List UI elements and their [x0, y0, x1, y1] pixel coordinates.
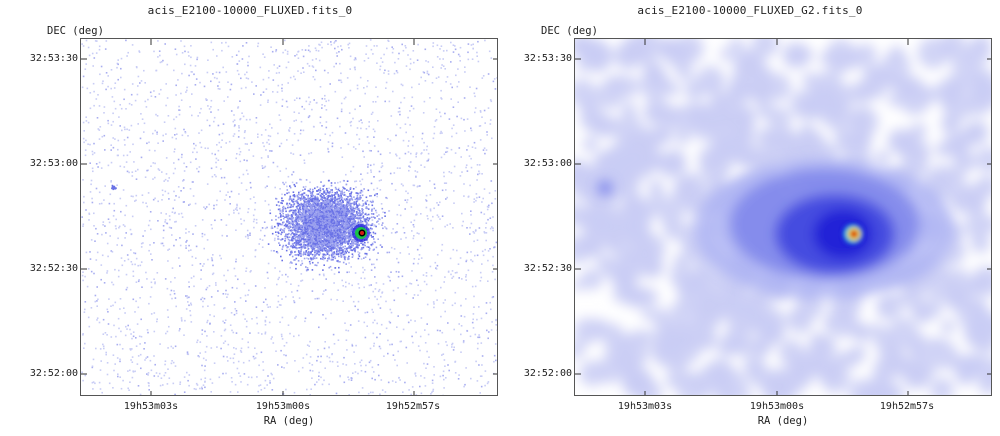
y-tick-label: 32:53:00: [523, 158, 572, 169]
bright-source: [841, 222, 865, 246]
x-tick-label: 19h53m03s: [617, 401, 673, 412]
y-tick-label: 32:52:30: [29, 263, 78, 274]
y-tick-label: 32:52:30: [523, 263, 572, 274]
y-tick-label: 32:53:30: [29, 53, 78, 64]
y-tick-label: 32:53:30: [523, 53, 572, 64]
image-panel-smoothed: acis_E2100-10000_FLUXED_G2.fits_0 DEC (d…: [500, 0, 1000, 436]
fits-image: [575, 39, 991, 395]
event-pixels: [81, 39, 497, 395]
x-tick-label: 19h52m57s: [385, 401, 441, 412]
bright-source: [352, 224, 370, 242]
y-tick-label: 32:52:00: [523, 368, 572, 379]
x-axis-label: RA (deg): [757, 415, 809, 427]
image-canvas[interactable]: [574, 38, 992, 396]
x-axis-label: RA (deg): [263, 415, 315, 427]
panel-title: acis_E2100-10000_FLUXED_G2.fits_0: [637, 4, 863, 17]
y-tick-label: 32:52:00: [29, 368, 78, 379]
image-panel-raw: acis_E2100-10000_FLUXED.fits_0 DEC (deg)…: [29, 4, 498, 427]
x-tick-label: 19h52m57s: [879, 401, 935, 412]
image-canvas[interactable]: [80, 38, 498, 396]
y-axis-label: DEC (deg): [47, 25, 104, 37]
fits-image: [81, 39, 497, 395]
x-tick-label: 19h53m00s: [749, 401, 805, 412]
nebula-glow: [598, 159, 955, 299]
x-tick-label: 19h53m00s: [255, 401, 311, 412]
y-tick-label: 32:53:00: [29, 158, 78, 169]
panel-title: acis_E2100-10000_FLUXED.fits_0: [147, 4, 353, 17]
y-axis-label: DEC (deg): [541, 25, 598, 37]
x-tick-label: 19h53m03s: [123, 401, 179, 412]
